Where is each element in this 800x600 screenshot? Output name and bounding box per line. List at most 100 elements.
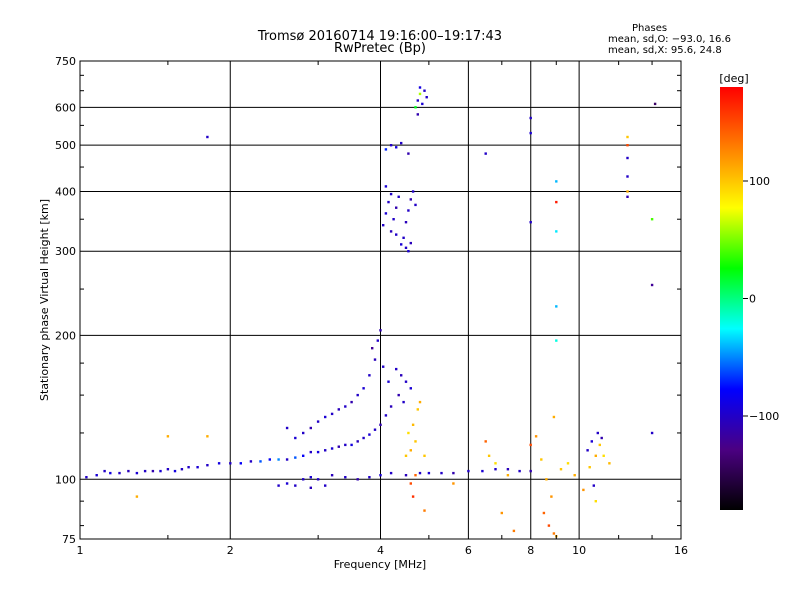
data-point bbox=[376, 339, 379, 342]
colorbar-label: [deg] bbox=[719, 72, 748, 85]
x-tick-label: 8 bbox=[527, 544, 534, 557]
data-point bbox=[552, 532, 556, 535]
data-point bbox=[590, 440, 593, 443]
data-point bbox=[423, 89, 426, 92]
data-point bbox=[382, 365, 385, 368]
data-point bbox=[330, 447, 334, 450]
data-point bbox=[594, 454, 597, 457]
y-tick-label: 75 bbox=[62, 533, 76, 546]
data-point bbox=[592, 484, 595, 487]
colorbar-ticks: 100 0 −100 bbox=[743, 175, 779, 423]
data-point bbox=[151, 469, 155, 473]
data-point bbox=[356, 478, 359, 481]
data-point bbox=[529, 116, 532, 120]
x-tick-label: 2 bbox=[227, 544, 234, 557]
chart-subtitle: RwPretec (Bp) bbox=[334, 41, 426, 56]
data-point bbox=[395, 233, 398, 236]
data-point bbox=[166, 468, 170, 471]
data-point bbox=[143, 469, 147, 473]
data-point bbox=[368, 433, 371, 436]
data-point bbox=[277, 484, 280, 487]
data-point bbox=[294, 484, 297, 487]
data-point bbox=[411, 495, 415, 498]
data-point bbox=[407, 431, 410, 435]
data-point bbox=[330, 474, 334, 477]
data-point bbox=[506, 468, 510, 471]
data-point bbox=[206, 464, 209, 467]
data-point bbox=[421, 102, 424, 106]
y-tick-label: 100 bbox=[55, 473, 76, 486]
data-point bbox=[389, 405, 393, 408]
data-point bbox=[368, 476, 371, 479]
data-point bbox=[586, 449, 589, 452]
y-tick-label: 300 bbox=[55, 245, 76, 258]
plot-area: 1 2 4 6 8 10 16 75 100 200 300 400 500 600 750 bbox=[55, 55, 688, 557]
data-point bbox=[344, 405, 347, 408]
data-point bbox=[400, 243, 403, 246]
data-point bbox=[389, 230, 393, 233]
data-point bbox=[302, 478, 305, 481]
data-point bbox=[173, 469, 177, 473]
data-point bbox=[239, 462, 242, 465]
data-point bbox=[397, 393, 400, 397]
y-tick-label: 500 bbox=[55, 139, 76, 152]
data-point bbox=[552, 415, 556, 419]
x-tick-label: 1 bbox=[77, 544, 84, 557]
data-point bbox=[418, 471, 422, 475]
data-point bbox=[588, 466, 591, 469]
phases-line-x: mean, sd,X: 95.6, 24.8 bbox=[608, 45, 722, 56]
data-point bbox=[529, 131, 532, 135]
data-point bbox=[135, 471, 139, 475]
data-point bbox=[103, 469, 106, 473]
data-point bbox=[159, 469, 162, 473]
data-point bbox=[626, 135, 629, 139]
data-point bbox=[423, 509, 426, 512]
data-point bbox=[414, 474, 417, 477]
data-point bbox=[650, 218, 654, 221]
data-point bbox=[187, 466, 190, 469]
data-point bbox=[127, 469, 130, 473]
data-point bbox=[494, 468, 497, 471]
data-point bbox=[409, 198, 412, 201]
data-point bbox=[196, 466, 199, 469]
data-point bbox=[416, 113, 419, 116]
data-point bbox=[494, 462, 497, 465]
x-axis-ticks: 1 2 4 6 8 10 16 bbox=[77, 61, 688, 557]
data-point bbox=[440, 471, 443, 475]
data-point bbox=[344, 443, 347, 447]
data-point bbox=[277, 458, 280, 461]
data-point bbox=[404, 474, 408, 477]
data-point bbox=[529, 469, 532, 473]
data-point bbox=[368, 374, 371, 377]
data-point bbox=[626, 144, 629, 147]
data-point bbox=[409, 449, 412, 452]
data-point bbox=[166, 435, 170, 438]
data-point bbox=[118, 471, 121, 475]
data-point bbox=[400, 374, 403, 377]
y-axis-label: Stationary phase Virtual Height [km] bbox=[38, 199, 51, 401]
data-point bbox=[404, 454, 408, 457]
data-point bbox=[395, 367, 398, 371]
data-point bbox=[382, 224, 385, 227]
data-point bbox=[653, 102, 657, 106]
data-point bbox=[387, 380, 390, 383]
data-point bbox=[559, 468, 563, 471]
data-point bbox=[404, 246, 408, 249]
data-point bbox=[407, 209, 410, 212]
data-point bbox=[384, 212, 388, 215]
x-tick-label: 6 bbox=[465, 544, 472, 557]
data-point bbox=[427, 471, 431, 475]
data-point bbox=[400, 141, 403, 145]
data-point bbox=[452, 482, 455, 485]
phases-line-o: mean, sd,O: −93.0, 16.6 bbox=[608, 34, 731, 45]
data-point bbox=[337, 408, 340, 411]
data-point bbox=[409, 482, 412, 485]
data-point bbox=[109, 471, 112, 475]
data-point bbox=[389, 144, 393, 147]
data-point bbox=[268, 458, 271, 461]
data-point bbox=[404, 380, 408, 383]
data-point bbox=[356, 393, 359, 397]
data-point bbox=[206, 435, 209, 438]
data-point bbox=[285, 458, 289, 461]
